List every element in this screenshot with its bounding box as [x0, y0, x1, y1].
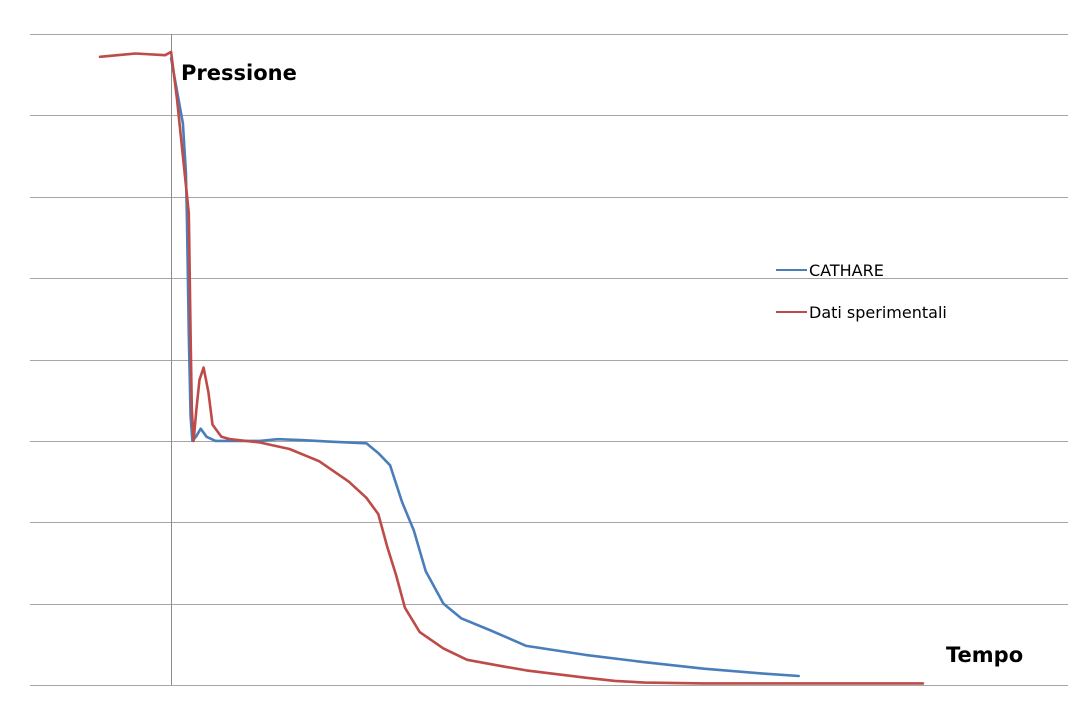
legend: CATHARE Dati sperimentali: [776, 261, 947, 322]
series-layer: [98, 50, 925, 685]
series-line-cathare: [169, 57, 800, 678]
gridlines: [30, 34, 1068, 686]
y-axis-title: Pressione: [181, 61, 297, 85]
legend-label-dati-sperimentali: Dati sperimentali: [809, 303, 947, 322]
legend-label-cathare: CATHARE: [809, 261, 884, 280]
series-line-dati-sperimentali: [98, 50, 925, 685]
x-axis-title: Tempo: [946, 643, 1023, 667]
